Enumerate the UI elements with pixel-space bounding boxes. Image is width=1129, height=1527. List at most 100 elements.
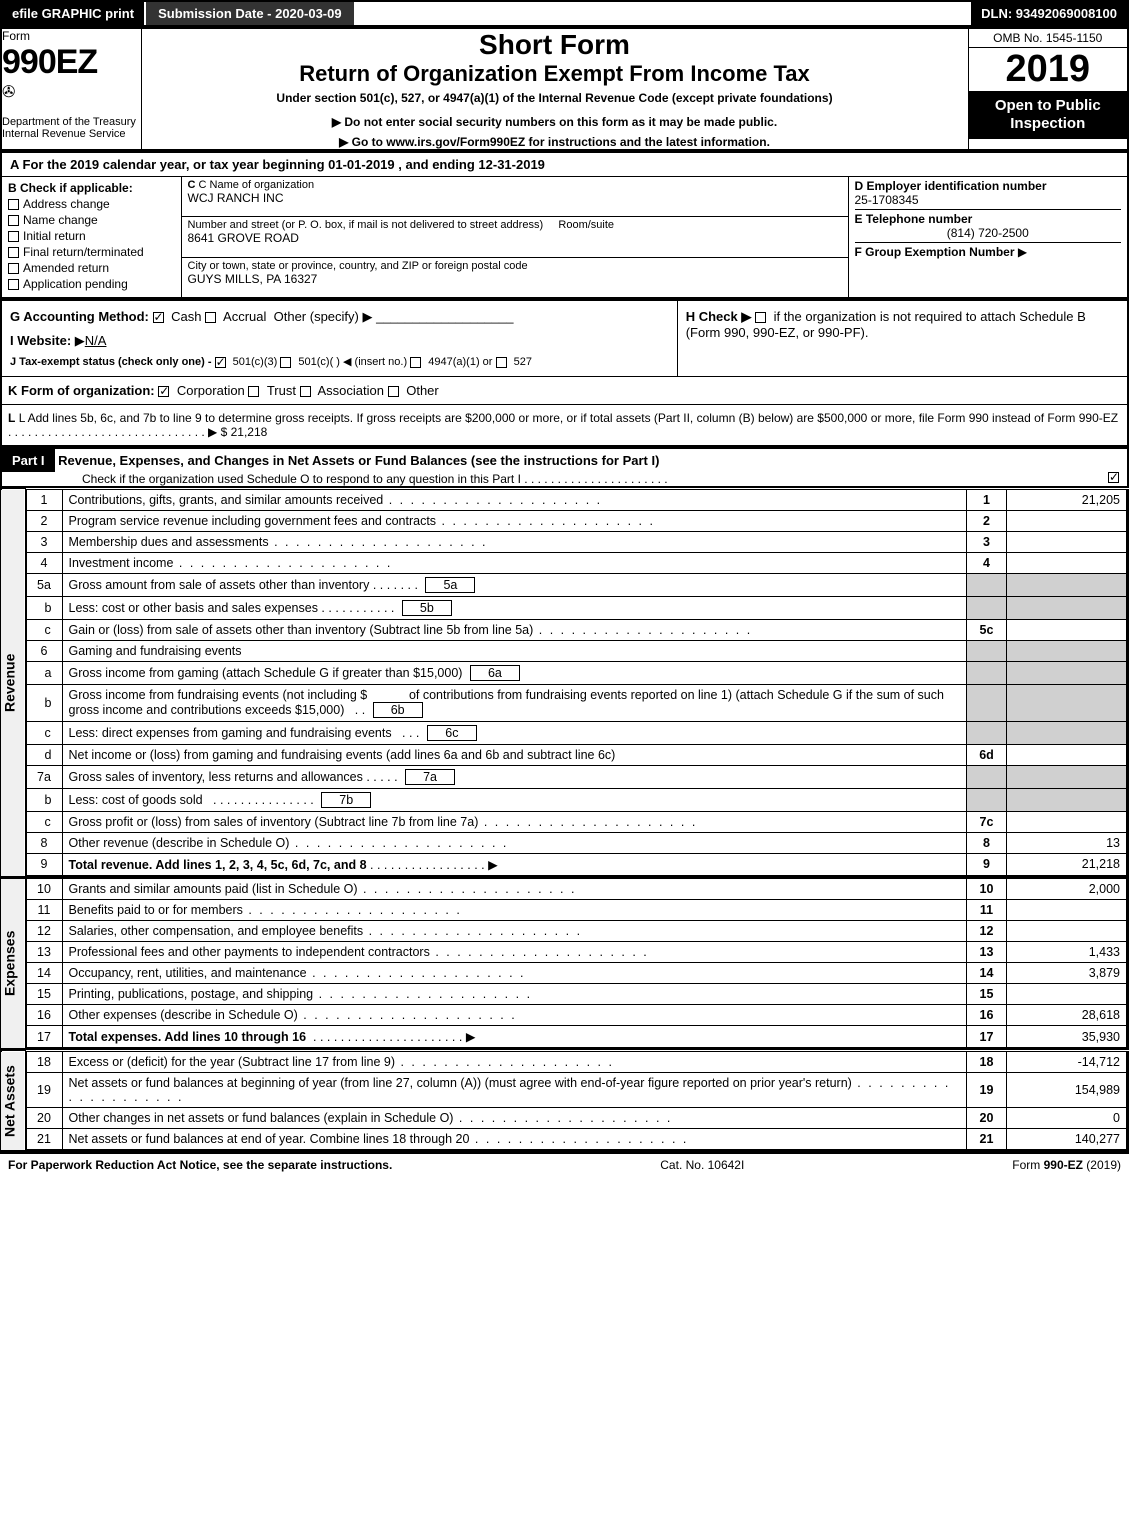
- check-4947[interactable]: [410, 357, 421, 368]
- street-label: Number and street (or P. O. box, if mail…: [188, 219, 544, 231]
- part1-lines-table: Revenue 1Contributions, gifts, grants, a…: [0, 488, 1129, 878]
- line-12-amount: [1007, 921, 1127, 942]
- dln-number: DLN: 93492069008100: [971, 2, 1127, 25]
- line-18-amount: -14,712: [1007, 1051, 1127, 1072]
- line-2-desc: Program service revenue including govern…: [62, 510, 967, 531]
- h-check: H Check ▶ if the organization is not req…: [677, 300, 1128, 377]
- form-label: Form: [2, 29, 141, 43]
- part1-header: Part I Revenue, Expenses, and Changes in…: [0, 447, 1129, 488]
- line-1-desc: Contributions, gifts, grants, and simila…: [62, 489, 967, 510]
- netassets-table: Net Assets 18Excess or (deficit) for the…: [0, 1050, 1129, 1152]
- line-14-desc: Occupancy, rent, utilities, and maintena…: [62, 963, 967, 984]
- line-16-amount: 28,618: [1007, 1005, 1127, 1026]
- box-6a: 6a: [470, 665, 520, 681]
- website-label: I Website:: [10, 333, 71, 348]
- l-gross-receipts: L L Add lines 5b, 6c, and 7b to line 9 t…: [1, 405, 1128, 447]
- check-corp[interactable]: [158, 386, 169, 397]
- check-final[interactable]: Final return/terminated: [8, 245, 175, 259]
- line-6c-desc: Less: direct expenses from gaming and fu…: [62, 721, 967, 744]
- line-16-desc: Other expenses (describe in Schedule O): [62, 1005, 967, 1026]
- line-3-amount: [1007, 531, 1127, 552]
- line-10-desc: Grants and similar amounts paid (list in…: [62, 879, 967, 900]
- g-accounting: G Accounting Method: Cash Accrual Other …: [1, 300, 677, 377]
- expenses-vert-label: Expenses: [1, 878, 25, 1049]
- footer-left: For Paperwork Reduction Act Notice, see …: [8, 1158, 392, 1172]
- line-8-amount: 13: [1007, 832, 1127, 853]
- line-11-desc: Benefits paid to or for members: [62, 900, 967, 921]
- check-assoc[interactable]: [300, 386, 311, 397]
- check-other[interactable]: [388, 386, 399, 397]
- j-insert-label: (insert no.): [355, 356, 408, 368]
- expenses-table: Expenses 10Grants and similar amounts pa…: [0, 878, 1129, 1051]
- org-name: WCJ RANCH INC: [188, 191, 842, 205]
- k-other-label: Other: [406, 383, 439, 398]
- cash-label: Cash: [171, 309, 201, 324]
- check-initial[interactable]: Initial return: [8, 229, 175, 243]
- check-cash[interactable]: [153, 312, 164, 323]
- check-initial-label: Initial return: [23, 229, 86, 243]
- line-20-amount: 0: [1007, 1107, 1127, 1128]
- form-header-table: Form 990EZ ✇ Department of the Treasury …: [0, 27, 1129, 151]
- goto-link[interactable]: Go to www.irs.gov/Form990EZ for instruct…: [142, 135, 968, 149]
- dept-treasury: Department of the Treasury: [2, 116, 141, 128]
- line-8-desc: Other revenue (describe in Schedule O): [62, 832, 967, 853]
- street-block: Number and street (or P. O. box, if mail…: [181, 217, 848, 257]
- c-name-label: C Name of organization: [199, 179, 315, 191]
- check-pending[interactable]: Application pending: [8, 277, 175, 291]
- box-7a: 7a: [405, 769, 455, 785]
- check-pending-label: Application pending: [23, 277, 128, 291]
- check-501c3[interactable]: [215, 357, 226, 368]
- line-15-amount: [1007, 984, 1127, 1005]
- k-form-org: K Form of organization: Corporation Trus…: [1, 377, 1128, 405]
- part1-label: Part I: [2, 449, 55, 472]
- line-19-amount: 154,989: [1007, 1072, 1127, 1107]
- h-label: H Check ▶: [686, 309, 752, 324]
- line-7a-desc: Gross sales of inventory, less returns a…: [62, 765, 967, 788]
- line-17-amount: 35,930: [1007, 1026, 1127, 1048]
- omb-number: OMB No. 1545-1150: [969, 29, 1128, 48]
- check-accrual[interactable]: [205, 312, 216, 323]
- line-6d-amount: [1007, 744, 1127, 765]
- line-13-amount: 1,433: [1007, 942, 1127, 963]
- check-527[interactable]: [496, 357, 507, 368]
- line-15-desc: Printing, publications, postage, and shi…: [62, 984, 967, 1005]
- check-amended-label: Amended return: [23, 261, 109, 275]
- city-value: GUYS MILLS, PA 16327: [188, 272, 842, 286]
- open-to-public: Open to Public Inspection: [969, 91, 1128, 139]
- j-501c-label: 501(c)( ): [298, 356, 340, 368]
- header-left-cell: Form 990EZ ✇ Department of the Treasury …: [1, 28, 141, 150]
- check-amended[interactable]: Amended return: [8, 261, 175, 275]
- line-13-desc: Professional fees and other payments to …: [62, 942, 967, 963]
- check-name[interactable]: Name change: [8, 213, 175, 227]
- line-19-desc: Net assets or fund balances at beginning…: [62, 1072, 967, 1107]
- room-label: Room/suite: [558, 219, 614, 231]
- street-value: 8641 GROVE ROAD: [188, 231, 842, 245]
- top-bar: efile GRAPHIC print Submission Date - 20…: [0, 0, 1129, 27]
- ein-value: 25-1708345: [855, 193, 1122, 207]
- j-501c3-label: 501(c)(3): [233, 356, 278, 368]
- check-501c[interactable]: [280, 357, 291, 368]
- revenue-vert-label: Revenue: [1, 489, 25, 877]
- check-h[interactable]: [755, 312, 766, 323]
- line-1-amount: 21,205: [1007, 489, 1127, 510]
- check-address[interactable]: Address change: [8, 197, 175, 211]
- k-trust-label: Trust: [267, 383, 296, 398]
- topbar-spacer: [354, 2, 972, 25]
- line-2-amount: [1007, 510, 1127, 531]
- line-6d-desc: Net income or (loss) from gaming and fun…: [62, 744, 967, 765]
- ein-label: D Employer identification number: [855, 179, 1047, 193]
- box-7b: 7b: [321, 792, 371, 808]
- check-schedule-o[interactable]: [1108, 472, 1119, 483]
- line-4-desc: Investment income: [62, 552, 967, 573]
- tax-year: 2019: [969, 48, 1128, 91]
- tax-year-text: A For the 2019 calendar year, or tax yea…: [10, 157, 545, 172]
- check-trust[interactable]: [248, 386, 259, 397]
- efile-print-button[interactable]: efile GRAPHIC print: [2, 2, 146, 25]
- k-corp-label: Corporation: [177, 383, 245, 398]
- accrual-label: Accrual: [223, 309, 266, 324]
- revenue-lines: 1Contributions, gifts, grants, and simil…: [26, 489, 1128, 876]
- line-14-amount: 3,879: [1007, 963, 1127, 984]
- submission-date: Submission Date - 2020-03-09: [146, 2, 354, 25]
- phone-label: E Telephone number: [855, 212, 973, 226]
- line-5a-desc: Gross amount from sale of assets other t…: [62, 573, 967, 596]
